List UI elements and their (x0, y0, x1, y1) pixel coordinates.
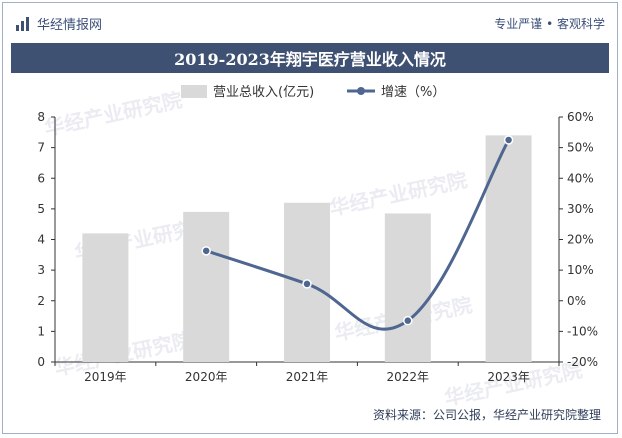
y-left-tick-label: 2 (37, 294, 45, 308)
chart-frame: 华经情报网 专业严谨 • 客观科学 2019-2023年翔宇医疗营业收入情况 华… (2, 2, 618, 434)
legend-bar-label: 营业总收入(亿元) (213, 85, 314, 100)
x-tick-label: 2021年 (286, 370, 329, 384)
bar (183, 211, 230, 362)
slogan: 专业严谨 • 客观科学 (494, 17, 605, 31)
header-bar: 华经情报网 专业严谨 • 客观科学 (3, 3, 617, 43)
growth-point (302, 279, 312, 289)
bar-chart-logo-icon (16, 16, 29, 31)
source-note: 资料来源：公司公报，华经产业研究院整理 (372, 408, 601, 422)
y-right-tick-label: 60% (567, 110, 594, 124)
y-right-tick-label: 0% (567, 294, 586, 308)
x-tick-label: 2022年 (387, 370, 430, 384)
growth-point (403, 315, 413, 326)
growth-point (201, 246, 211, 256)
legend-line-marker (357, 87, 365, 95)
legend-line-label: 增速（%） (381, 85, 445, 100)
x-tick-label: 2023年 (487, 370, 530, 384)
y-right-tick-label: 20% (567, 233, 594, 247)
y-left-tick-label: 4 (37, 233, 45, 247)
y-right-tick-label: 10% (567, 263, 594, 277)
x-tick-label: 2019年 (84, 370, 127, 384)
y-left-tick-label: 0 (37, 355, 45, 369)
chart-canvas: 0 1 2 3 4 5 6 7 8 -20% -10% 0% 10% 20% 30% 40% 50% 60% 201… (37, 85, 598, 384)
bar (384, 213, 431, 362)
y-right-tick-label: 30% (567, 202, 594, 216)
growth-line (205, 139, 510, 331)
legend-bar-swatch (181, 85, 207, 98)
chart-title: 2019-2023年翔宇医疗营业收入情况 (11, 43, 609, 73)
brand: 华经情报网 (15, 14, 102, 33)
x-tick-label: 2020年 (185, 370, 228, 384)
y-left-tick-label: 8 (37, 110, 45, 124)
y-right-tick-label: -10% (567, 324, 598, 338)
y-right-tick-label: 50% (567, 141, 594, 155)
growth-point (503, 135, 514, 145)
brand-name: 华经情报网 (37, 18, 103, 33)
y-left-tick-label: 1 (37, 324, 45, 338)
y-left-tick-label: 5 (37, 202, 45, 216)
bar (82, 233, 129, 362)
y-left-tick-label: 7 (37, 141, 45, 155)
y-right-tick-label: -20% (567, 355, 598, 369)
bar (485, 135, 532, 362)
y-left-tick-label: 3 (37, 263, 45, 277)
y-left-tick-label: 6 (37, 171, 45, 185)
y-right-tick-label: 40% (567, 171, 594, 185)
